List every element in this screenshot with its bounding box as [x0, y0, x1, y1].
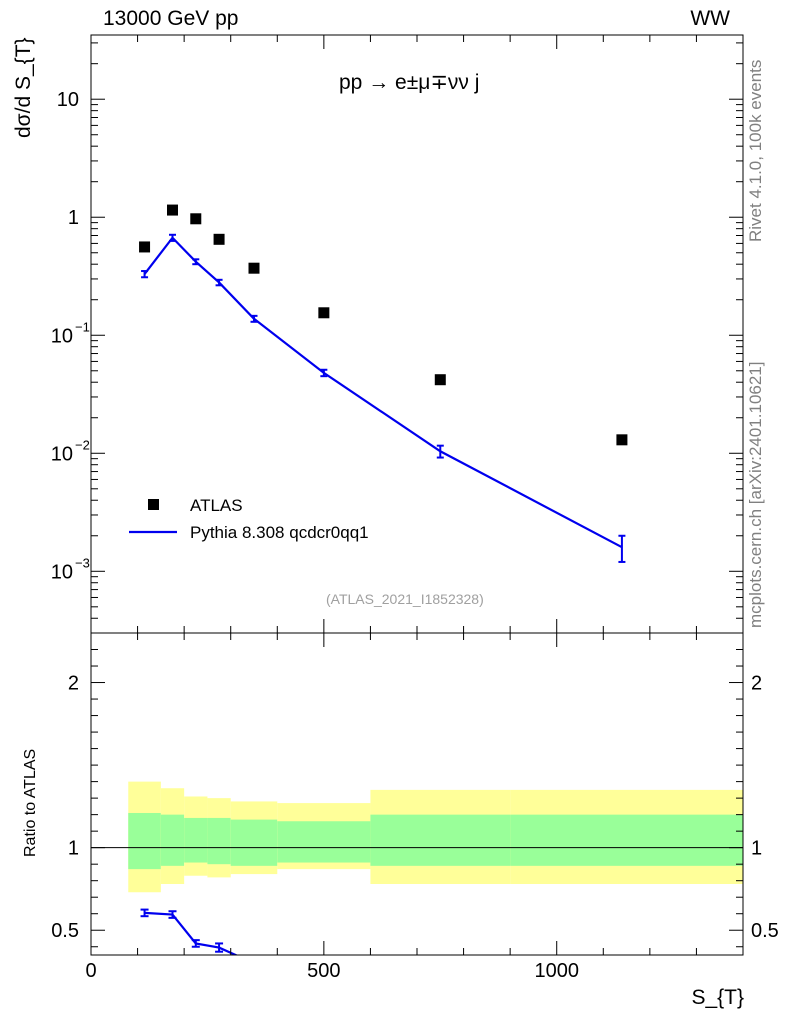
energy-label: 13000 GeV pp — [103, 7, 239, 30]
legend-entry-atlas: ATLAS — [190, 496, 243, 515]
atlas-data-point — [616, 434, 628, 446]
atlas-data-point — [213, 233, 225, 245]
x-tick-label: 500 — [307, 960, 340, 982]
main-frame — [90, 34, 744, 634]
x-tick-label: 0 — [85, 960, 96, 982]
main-y-tick-label: 10 — [51, 443, 73, 465]
ratio-y-axis-label: Ratio to ATLAS — [22, 748, 39, 857]
ratio-y-tick-label-right: 1 — [751, 838, 762, 860]
ratio-pythia-line — [144, 911, 239, 955]
ratio-inner-band — [184, 817, 208, 863]
atlas-data-point — [248, 262, 260, 274]
main-y-tick-exponent: −1 — [75, 319, 90, 334]
ratio-inner-band — [160, 814, 185, 866]
main-y-tick-exponent: −2 — [75, 437, 90, 452]
x-tick-label: 1000 — [534, 960, 579, 982]
x-axis-label: S_{T} — [691, 986, 744, 1009]
ratio-inner-band — [370, 814, 511, 866]
main-y-tick-label: 10 — [51, 325, 73, 347]
atlas-data-point — [139, 241, 151, 253]
legend-atlas-marker — [148, 499, 159, 510]
rivet-version-label: Rivet 4.1.0, 100k events — [746, 59, 765, 242]
main-y-tick-label: 1 — [68, 207, 79, 229]
ratio-inner-band — [510, 814, 743, 866]
process-tag: WW — [690, 7, 730, 30]
ratio-inner-band — [277, 821, 371, 863]
atlas-data-point — [190, 213, 202, 225]
ratio-inner-band — [230, 819, 278, 866]
main-y-axis-label: dσ/d S_{T} — [12, 37, 35, 138]
atlas-data-point — [434, 374, 446, 386]
ratio-y-tick-label: 0.5 — [51, 920, 79, 942]
main-y-tick-label: 10 — [57, 89, 79, 111]
atlas-data-point — [318, 307, 330, 319]
main-y-tick-label: 10 — [51, 561, 73, 583]
ratio-y-tick-label-right: 2 — [751, 673, 762, 695]
mcplots-label: mcplots.cern.ch [arXiv:2401.10621] — [746, 361, 765, 628]
ratio-y-tick-label: 2 — [68, 673, 79, 695]
watermark: (ATLAS_2021_I1852328) — [326, 591, 484, 607]
legend-entry-pythia: Pythia 8.308 qcdcr0qq1 — [190, 523, 369, 542]
chart-title: pp → e±μ∓νν j — [339, 71, 480, 94]
ratio-y-tick-label-right: 0.5 — [751, 920, 779, 942]
pythia-line — [143, 236, 623, 549]
main-y-tick-exponent: −3 — [75, 555, 90, 570]
ratio-inner-band — [207, 817, 231, 865]
ratio-inner-band — [128, 812, 161, 870]
atlas-data-point — [167, 204, 178, 216]
ratio-y-tick-label: 1 — [68, 838, 79, 860]
ratio-series-group — [140, 908, 239, 955]
